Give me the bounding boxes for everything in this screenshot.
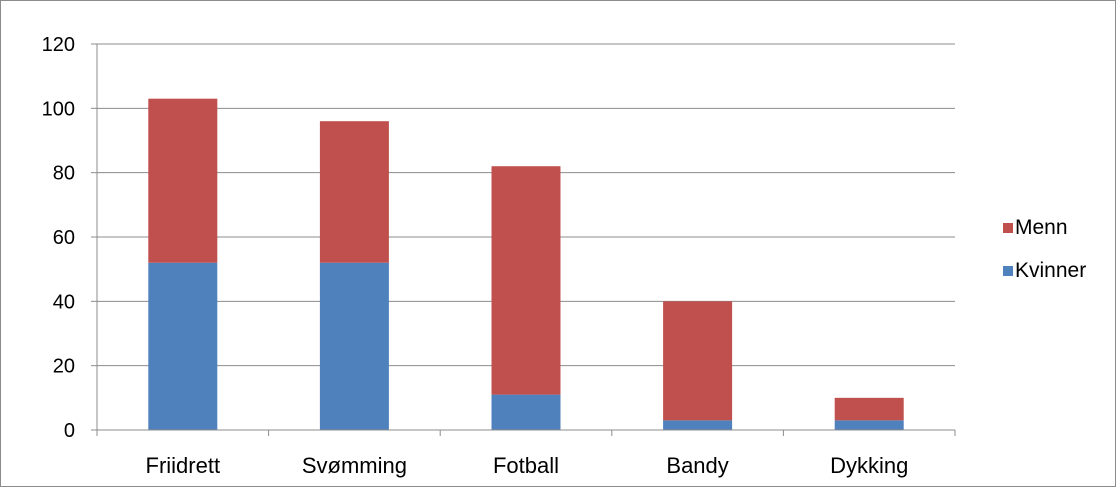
legend-label-kvinner: Kvinner	[1015, 259, 1086, 282]
y-tick-label: 80	[53, 163, 75, 185]
bar-kvinner-0	[148, 262, 218, 430]
bar-kvinner-4	[834, 420, 904, 430]
bar-kvinner-2	[491, 394, 561, 430]
legend-label-menn: Menn	[1015, 216, 1068, 239]
x-category-label: Friidrett	[146, 453, 221, 478]
bar-menn-0	[148, 98, 218, 263]
bar-menn-2	[491, 166, 561, 395]
y-tick-label: 0	[64, 420, 75, 442]
y-tick-label: 20	[53, 356, 75, 378]
x-category-label: Svømming	[302, 453, 407, 478]
bar-kvinner-1	[319, 262, 389, 430]
bar-menn-3	[663, 301, 733, 421]
x-category-label: Bandy	[666, 453, 728, 478]
x-category-label: Dykking	[830, 453, 908, 478]
y-tick-label: 60	[53, 227, 75, 249]
legend-swatch-menn	[1003, 223, 1013, 233]
y-tick-label: 40	[53, 291, 75, 313]
bar-menn-4	[834, 397, 904, 421]
bar-menn-1	[319, 121, 389, 263]
y-tick-label: 100	[42, 98, 75, 120]
y-tick-label: 120	[42, 34, 75, 56]
legend-swatch-kvinner	[1003, 266, 1013, 276]
bar-kvinner-3	[663, 420, 733, 430]
x-category-label: Fotball	[493, 453, 559, 478]
